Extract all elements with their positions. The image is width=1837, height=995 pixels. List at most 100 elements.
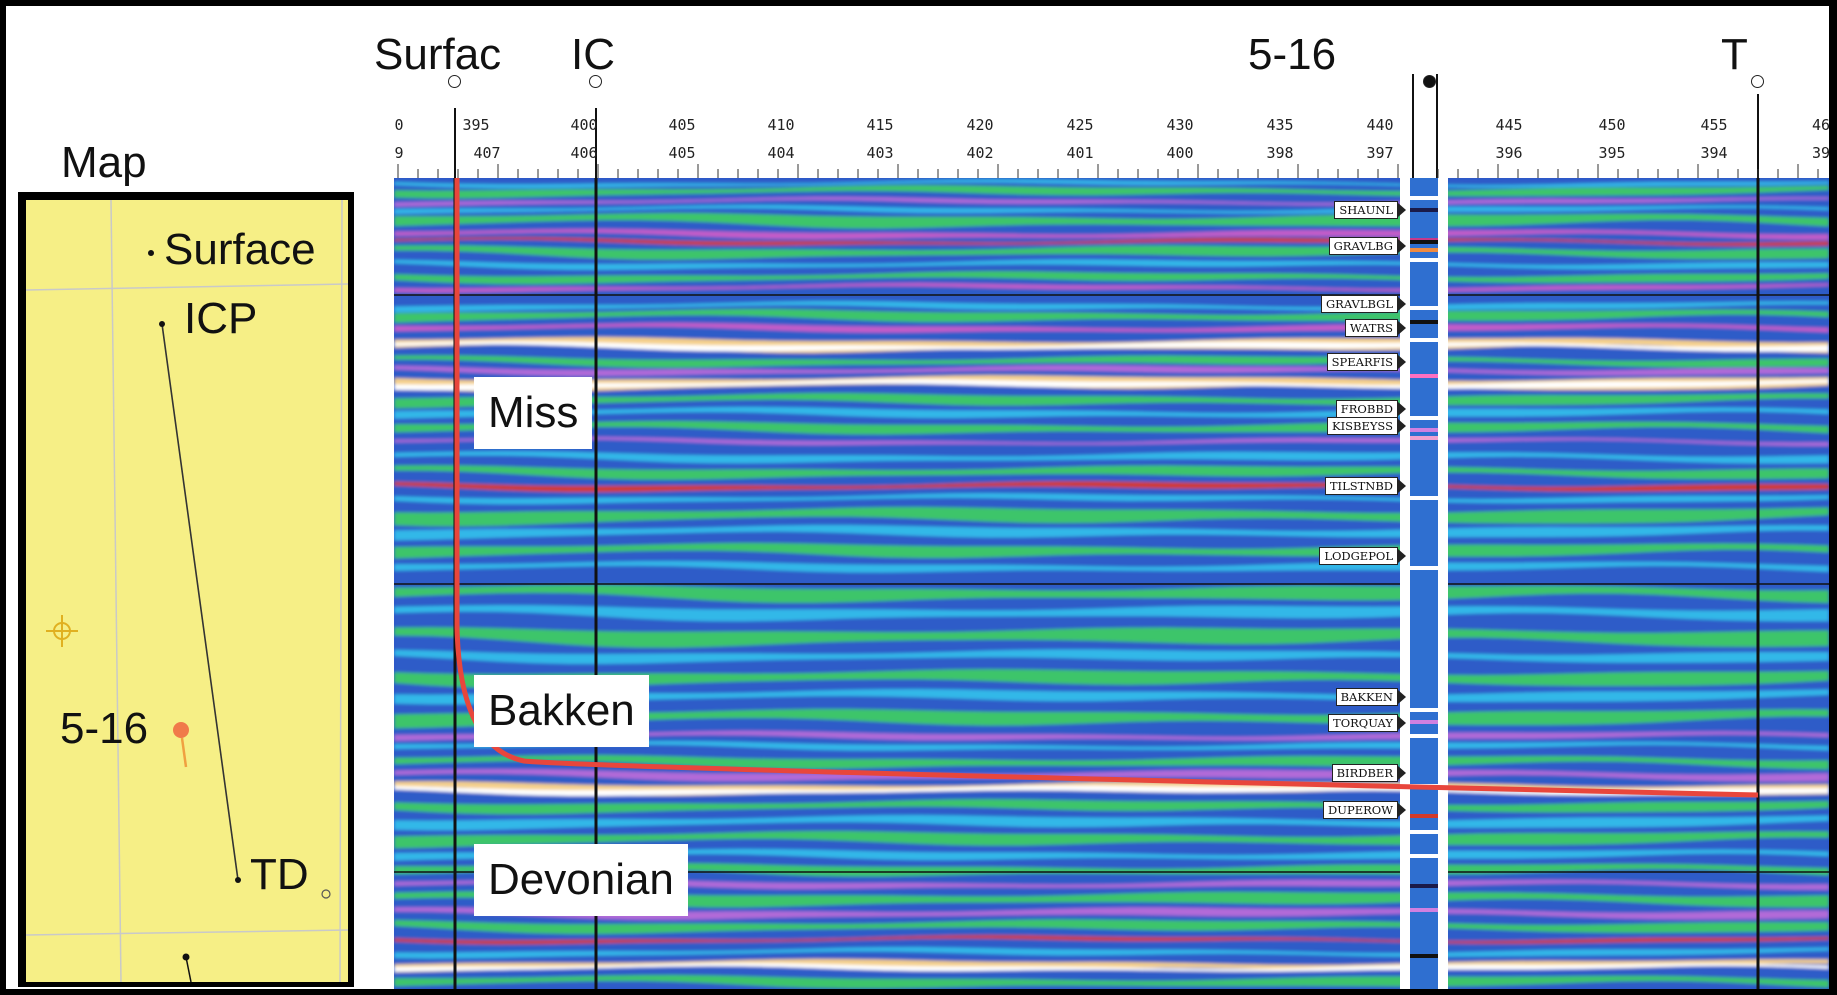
synthetic-band bbox=[1410, 240, 1438, 244]
trace-number-top: 0 bbox=[394, 116, 404, 134]
reflector-band bbox=[394, 212, 1829, 229]
reflector-band bbox=[394, 879, 1829, 890]
trace-number-bottom: 39 bbox=[1811, 144, 1829, 162]
zone-label-miss: Miss bbox=[474, 377, 593, 449]
formation-top-tag: LODGEPOL bbox=[1319, 547, 1406, 565]
reflector-band bbox=[394, 935, 1829, 945]
synthetic-band bbox=[1410, 814, 1438, 818]
well-track-border bbox=[1400, 178, 1410, 989]
trace-number-bottom: 395 bbox=[1598, 144, 1626, 162]
well-marker bbox=[1423, 75, 1436, 88]
trace-number-top: 395 bbox=[462, 116, 490, 134]
reflector-band bbox=[394, 322, 1829, 333]
trace-number-top: 450 bbox=[1598, 116, 1626, 134]
reflector-band bbox=[394, 585, 1829, 604]
reflector-band bbox=[394, 481, 1829, 493]
synthetic-band bbox=[1410, 208, 1438, 212]
map-title: Map bbox=[61, 138, 147, 187]
reflector-band bbox=[394, 365, 1829, 377]
map-graphics bbox=[26, 200, 348, 982]
trace-number-top: 410 bbox=[767, 116, 795, 134]
trace-number-bottom: 404 bbox=[767, 144, 795, 162]
map-canvas: Surface ICP 5-16 TD bbox=[26, 200, 348, 982]
reflector-band bbox=[394, 947, 1829, 959]
synthetic-band bbox=[1410, 320, 1438, 324]
reflector-band bbox=[394, 379, 1829, 391]
td-marker bbox=[1751, 75, 1764, 88]
icp-point bbox=[159, 321, 165, 327]
trace-number-top: 430 bbox=[1166, 116, 1194, 134]
trace-number-top: 445 bbox=[1495, 116, 1523, 134]
well-5-16-tail bbox=[180, 737, 188, 768]
trace-number-top: 455 bbox=[1700, 116, 1728, 134]
reflector-band bbox=[394, 627, 1829, 648]
crosshair-icon bbox=[46, 615, 78, 647]
reflector-band bbox=[394, 259, 1829, 271]
synthetic-band bbox=[1410, 908, 1438, 912]
reflector-band bbox=[394, 283, 1829, 293]
reflector-band bbox=[394, 300, 1829, 313]
reflector-band bbox=[394, 542, 1829, 559]
trace-ticks bbox=[397, 164, 1819, 178]
reflector-band bbox=[394, 785, 1829, 797]
map-label-icp: ICP bbox=[184, 294, 258, 343]
zone-label-devonian: Devonian bbox=[474, 844, 688, 916]
map-label-surface: Surface bbox=[164, 225, 316, 274]
figure-frame: Map bbox=[6, 6, 1829, 989]
formation-top-tag: KISBEYSS bbox=[1326, 417, 1407, 435]
reflector-band bbox=[394, 689, 1829, 705]
formation-top-tag: FROBBD bbox=[1335, 400, 1407, 418]
formation-top-tag: TORQUAY bbox=[1328, 714, 1406, 732]
reflector-band bbox=[394, 730, 1829, 741]
reflector-band bbox=[394, 308, 1829, 323]
trace-number-bottom: 9 bbox=[394, 144, 404, 162]
map-line bbox=[185, 956, 192, 982]
synthetic-band bbox=[1410, 720, 1438, 724]
trace-number-top: 420 bbox=[966, 116, 994, 134]
synthetic-band bbox=[1410, 306, 1438, 310]
trace-number-bottom: 400 bbox=[1166, 144, 1194, 162]
synthetic-band bbox=[1410, 374, 1438, 378]
formation-top-tag: SPEARFIS bbox=[1326, 353, 1407, 371]
synthetic-band bbox=[1410, 884, 1438, 888]
map-label-well: 5-16 bbox=[60, 704, 149, 753]
trace-number-bottom: 394 bbox=[1700, 144, 1728, 162]
trace-number-top: 425 bbox=[1066, 116, 1094, 134]
reflector-band bbox=[394, 708, 1829, 729]
map-panel: Surface ICP 5-16 TD bbox=[18, 192, 354, 987]
section-label-surface: Surfac bbox=[374, 30, 502, 79]
trace-number-bottom: 402 bbox=[966, 144, 994, 162]
reflector-band bbox=[394, 740, 1829, 751]
synthetic-band bbox=[1410, 428, 1438, 432]
trace-number-top: 405 bbox=[668, 116, 696, 134]
synthetic-band bbox=[1410, 436, 1438, 440]
section-label-td: T bbox=[1721, 30, 1748, 79]
synthetic-band bbox=[1410, 258, 1438, 262]
trace-number-top: 400 bbox=[570, 116, 598, 134]
header-lines bbox=[397, 74, 1819, 178]
trace-number-bottom: 398 bbox=[1266, 144, 1294, 162]
synthetic-band bbox=[1410, 734, 1438, 738]
synthetic-band bbox=[1410, 854, 1438, 858]
reflector-band bbox=[394, 560, 1829, 573]
section-label-icp: IC bbox=[571, 30, 615, 79]
formation-top-tag: BAKKEN bbox=[1335, 688, 1407, 706]
synthetic-band bbox=[1410, 566, 1438, 570]
reflector-band bbox=[394, 406, 1829, 419]
map-open-circle bbox=[321, 889, 331, 899]
well-5-16-dot bbox=[173, 722, 189, 738]
reflector-band bbox=[394, 451, 1829, 464]
td-point bbox=[235, 877, 241, 883]
trace-number-top: 435 bbox=[1266, 116, 1294, 134]
synthetic-track bbox=[1410, 178, 1438, 989]
trace-number-bottom: 403 bbox=[866, 144, 894, 162]
reflector-band bbox=[394, 769, 1829, 782]
reflector-band bbox=[394, 962, 1829, 972]
reflector-band bbox=[394, 649, 1829, 665]
reflector-band bbox=[394, 815, 1829, 831]
reflector-band bbox=[394, 437, 1829, 447]
reflector-band bbox=[394, 179, 1829, 189]
reflector-band bbox=[394, 605, 1829, 622]
map-grid-line bbox=[26, 929, 348, 936]
formation-top-tag: BIRDBER bbox=[1331, 764, 1407, 782]
